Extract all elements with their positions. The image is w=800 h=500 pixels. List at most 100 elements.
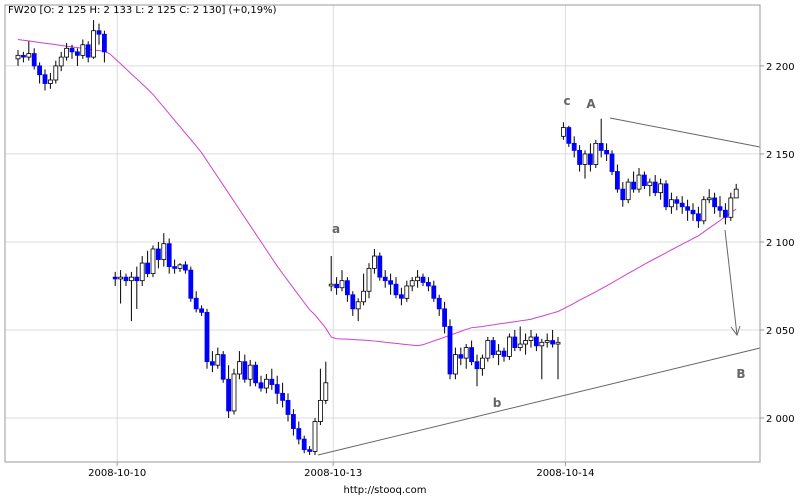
candle-body (231, 373, 237, 412)
candle-body (685, 206, 690, 211)
candle-body (96, 30, 102, 35)
candle-body (215, 354, 221, 366)
candle-body (609, 153, 615, 172)
candle-body (296, 428, 302, 440)
candle-body (328, 283, 334, 287)
candle-body (382, 276, 388, 282)
candle-body (706, 197, 712, 201)
candle-body (620, 188, 626, 201)
candle-body (593, 142, 599, 165)
annotation: a (332, 222, 340, 236)
y-tick-label: 2 000 (766, 414, 795, 425)
candle-body (690, 209, 696, 215)
candle-body (15, 54, 21, 60)
candle-body (48, 79, 53, 84)
candle-body (355, 301, 361, 310)
candle-body (377, 255, 383, 278)
candle-body (307, 449, 313, 452)
candle-body (523, 340, 528, 345)
candle-body (517, 343, 523, 348)
candle-body (280, 392, 286, 401)
candle-body (274, 384, 280, 394)
candle-body (134, 276, 140, 282)
candle-body (409, 280, 415, 287)
candle-body (555, 341, 561, 345)
candle-body (647, 181, 653, 187)
candle-body (642, 174, 647, 187)
candle-body (474, 361, 480, 370)
candle-body (469, 347, 475, 363)
candle-body (496, 350, 502, 356)
candle-body (177, 264, 183, 269)
candle-body (102, 33, 107, 53)
candle-body (371, 255, 377, 269)
candle-body (544, 340, 550, 343)
candle-body (193, 297, 199, 310)
candle-body (701, 199, 707, 222)
candle-body (317, 399, 323, 422)
x-tick-label: 2008-10-13 (304, 468, 362, 479)
candle-body (598, 142, 604, 151)
candle-body (53, 65, 59, 81)
y-tick-label: 2 200 (766, 62, 795, 73)
candle-body (204, 311, 210, 363)
candle-body (463, 347, 469, 359)
candle-body (285, 399, 291, 415)
x-tick-label: 2008-10-14 (536, 468, 594, 479)
candle-body (717, 206, 723, 211)
chart-title: FW20 [O: 2 125 H: 2 133 L: 2 125 C: 2 13… (8, 5, 277, 16)
arrow-line (724, 229, 738, 336)
candle-body (220, 354, 226, 380)
candle-body (263, 378, 269, 389)
candle-body (550, 340, 555, 345)
candle-body (85, 44, 91, 58)
y-tick-label: 2 050 (766, 326, 795, 337)
candle-body (242, 361, 248, 380)
candle-body (571, 142, 577, 151)
candle-body (431, 285, 437, 299)
candle-body (258, 382, 264, 389)
plot-border (4, 4, 761, 463)
x-tick-label: 2008-10-10 (88, 468, 146, 479)
candle-body (512, 336, 518, 348)
candle-body (112, 276, 118, 280)
candle-body (312, 421, 318, 452)
candle-body (452, 354, 458, 375)
candle-body (566, 127, 572, 144)
candle-body (425, 282, 431, 287)
candle-body (75, 51, 80, 56)
candle-body (118, 276, 123, 280)
candle-body (361, 290, 367, 303)
candle-body (209, 361, 215, 366)
candle-body (58, 56, 64, 67)
trend-line (317, 347, 761, 456)
candle-body (388, 280, 394, 285)
candle-body (199, 308, 205, 313)
candle-body (290, 414, 296, 429)
candle-body (582, 153, 588, 165)
candle-body (64, 47, 69, 58)
candle-body (398, 294, 404, 299)
candle-body (733, 188, 739, 199)
candle-body (528, 336, 534, 341)
candle-body (728, 197, 734, 218)
candle-body (712, 197, 717, 208)
candle-body (301, 438, 307, 451)
candle-body (723, 209, 728, 218)
trend-line (609, 117, 761, 148)
candle-body (539, 341, 545, 347)
candle-body (561, 127, 566, 137)
candle-body (534, 336, 539, 347)
candle-body (145, 262, 151, 275)
candle-body (182, 264, 188, 271)
annotation: A (586, 97, 596, 111)
candle-body (128, 276, 134, 282)
candle-body (69, 47, 75, 53)
candle-body (20, 54, 26, 58)
candle-body (236, 361, 242, 375)
candle-body (415, 276, 421, 282)
candle-body (339, 280, 345, 289)
annotation: B (736, 367, 745, 381)
candle-body (188, 269, 194, 299)
